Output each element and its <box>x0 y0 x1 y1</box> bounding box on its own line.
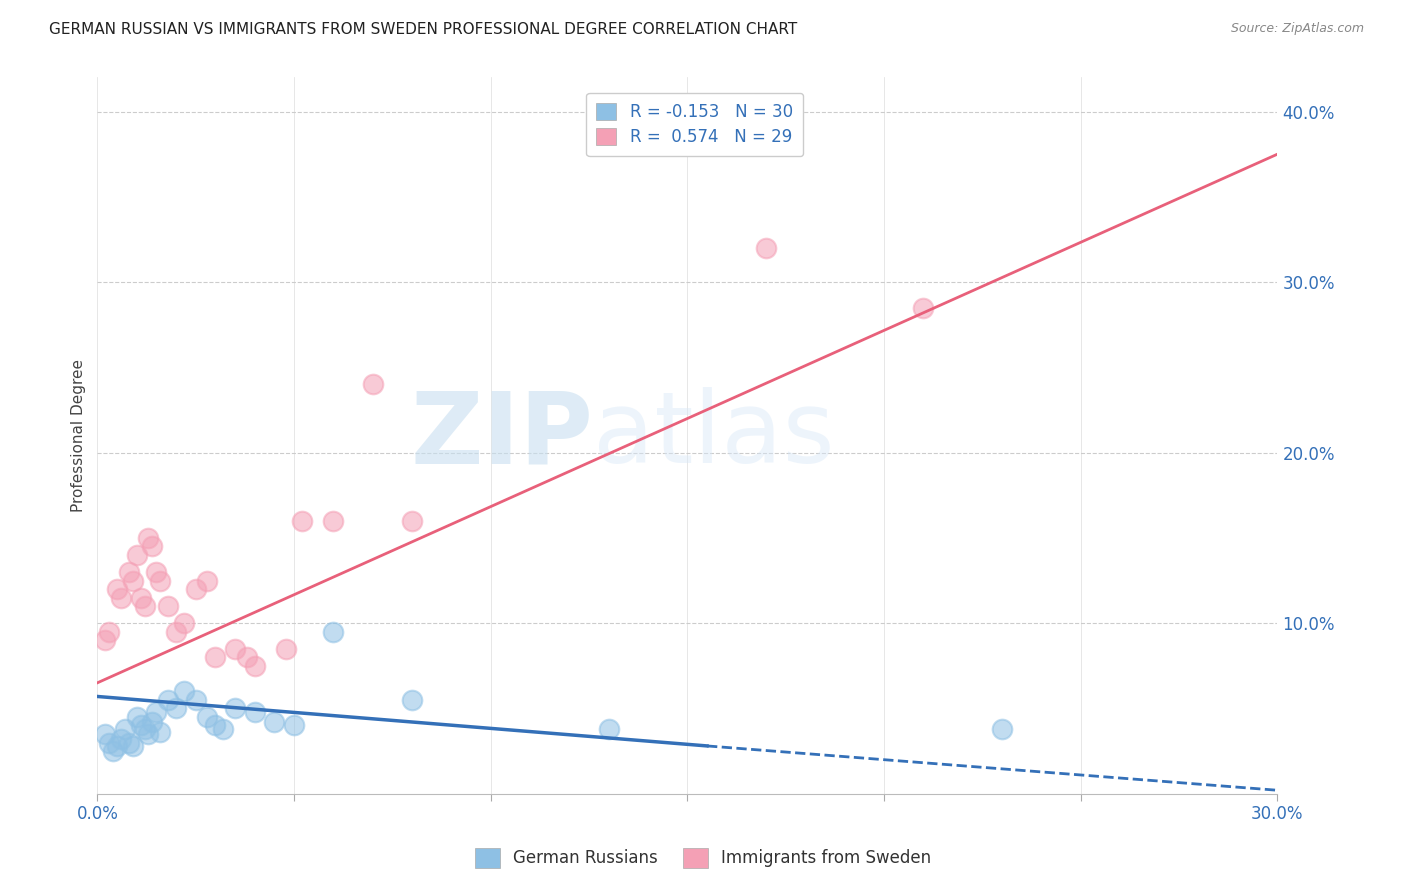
Point <box>157 693 180 707</box>
Text: atlas: atlas <box>593 387 835 484</box>
Point <box>598 722 620 736</box>
Point <box>165 701 187 715</box>
Point <box>401 693 423 707</box>
Point <box>361 377 384 392</box>
Point <box>204 650 226 665</box>
Legend: German Russians, Immigrants from Sweden: German Russians, Immigrants from Sweden <box>468 841 938 875</box>
Point <box>105 582 128 596</box>
Point <box>322 514 344 528</box>
Point <box>118 735 141 749</box>
Point <box>141 540 163 554</box>
Point <box>263 714 285 729</box>
Point <box>105 739 128 753</box>
Point <box>224 701 246 715</box>
Point <box>134 722 156 736</box>
Point <box>755 241 778 255</box>
Point <box>141 714 163 729</box>
Point <box>291 514 314 528</box>
Point <box>110 732 132 747</box>
Point <box>243 705 266 719</box>
Point <box>125 710 148 724</box>
Point <box>912 301 935 315</box>
Point <box>118 565 141 579</box>
Point <box>236 650 259 665</box>
Point <box>173 684 195 698</box>
Point <box>138 531 160 545</box>
Point <box>184 582 207 596</box>
Point <box>94 633 117 648</box>
Point <box>134 599 156 613</box>
Point <box>121 739 143 753</box>
Point <box>243 658 266 673</box>
Text: ZIP: ZIP <box>411 387 593 484</box>
Legend: R = -0.153   N = 30, R =  0.574   N = 29: R = -0.153 N = 30, R = 0.574 N = 29 <box>586 93 803 156</box>
Point <box>149 725 172 739</box>
Text: GERMAN RUSSIAN VS IMMIGRANTS FROM SWEDEN PROFESSIONAL DEGREE CORRELATION CHART: GERMAN RUSSIAN VS IMMIGRANTS FROM SWEDEN… <box>49 22 797 37</box>
Point <box>98 735 121 749</box>
Y-axis label: Professional Degree: Professional Degree <box>72 359 86 512</box>
Point <box>197 710 219 724</box>
Point <box>110 591 132 605</box>
Point <box>212 722 235 736</box>
Point <box>173 616 195 631</box>
Point <box>401 514 423 528</box>
Point <box>157 599 180 613</box>
Point <box>114 722 136 736</box>
Point <box>145 705 167 719</box>
Point <box>94 727 117 741</box>
Point <box>125 548 148 562</box>
Point <box>145 565 167 579</box>
Point <box>165 624 187 639</box>
Point <box>121 574 143 588</box>
Text: Source: ZipAtlas.com: Source: ZipAtlas.com <box>1230 22 1364 36</box>
Point <box>197 574 219 588</box>
Point <box>98 624 121 639</box>
Point <box>129 591 152 605</box>
Point <box>101 744 124 758</box>
Point <box>149 574 172 588</box>
Point <box>224 641 246 656</box>
Point <box>184 693 207 707</box>
Point <box>991 722 1014 736</box>
Point <box>129 718 152 732</box>
Point <box>276 641 298 656</box>
Point <box>322 624 344 639</box>
Point <box>204 718 226 732</box>
Point <box>138 727 160 741</box>
Point <box>283 718 305 732</box>
